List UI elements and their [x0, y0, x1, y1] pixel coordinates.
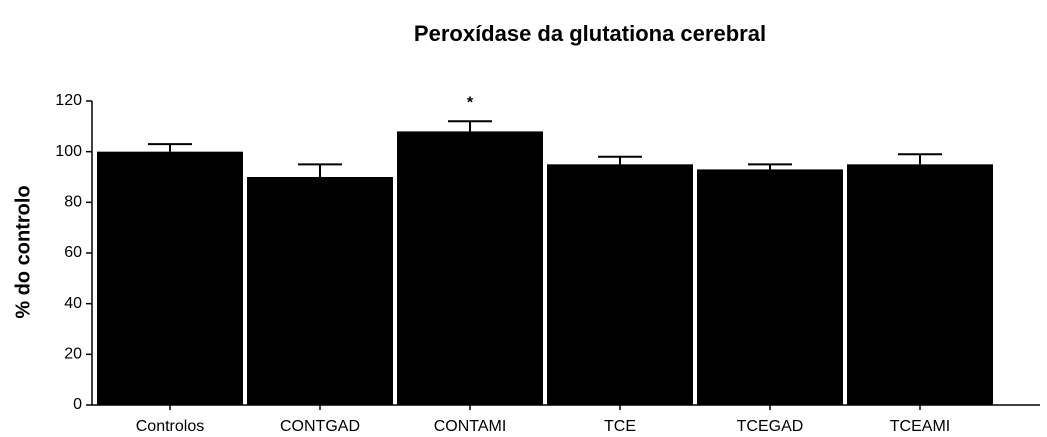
bar — [247, 177, 393, 405]
y-tick-label: 60 — [64, 244, 82, 261]
chart-title: Peroxídase da glutationa cerebral — [414, 21, 766, 46]
bar — [397, 131, 543, 405]
y-tick-label: 0 — [73, 396, 82, 413]
y-tick-label: 120 — [55, 92, 82, 109]
y-tick-label: 100 — [55, 143, 82, 160]
x-tick-label: Controlos — [136, 418, 204, 435]
annotation: * — [467, 94, 474, 111]
y-tick-label: 20 — [64, 346, 82, 363]
y-tick-label: 80 — [64, 194, 82, 211]
x-tick-label: TCE — [604, 418, 636, 435]
y-tick-label: 40 — [64, 295, 82, 312]
y-axis-label: % do controlo — [12, 185, 34, 318]
bar — [847, 164, 993, 405]
x-tick-label: TCEAMI — [890, 418, 950, 435]
x-tick-label: TCEGAD — [737, 418, 804, 435]
x-tick-label: CONTAMI — [434, 418, 507, 435]
bar — [97, 151, 243, 405]
bar — [697, 169, 843, 405]
bar — [547, 164, 693, 405]
x-tick-label: CONTGAD — [280, 418, 360, 435]
